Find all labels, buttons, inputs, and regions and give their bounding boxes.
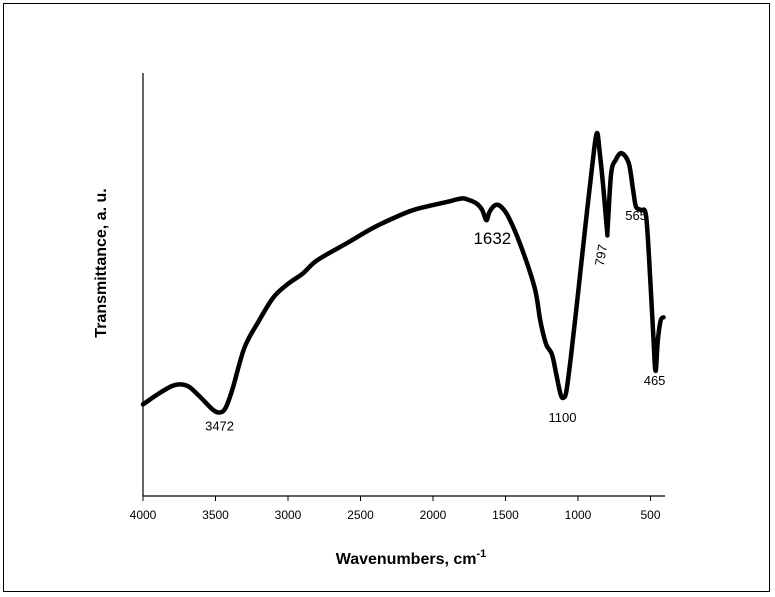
y-axis-title: Transmittance, a. u.	[93, 188, 110, 337]
peak-label-465: 465	[644, 373, 666, 388]
spectrum-line	[140, 130, 666, 415]
x-tick-label: 500	[640, 508, 660, 522]
x-axis-title-main: Wavenumbers, cm	[336, 551, 477, 568]
peak-annotations: 3472 1632 1100 797 565 465	[205, 208, 665, 433]
x-tick-label: 4000	[130, 508, 157, 522]
x-axis-title-superscript: -1	[477, 548, 487, 560]
x-tick-label: 1000	[565, 508, 592, 522]
peak-label-1632: 1632	[473, 229, 511, 248]
chart-frame	[3, 3, 770, 592]
x-tick-label: 3000	[275, 508, 302, 522]
x-tick-label: 2000	[420, 508, 447, 522]
x-tick-label: 2500	[347, 508, 374, 522]
peak-label-797: 797	[592, 243, 611, 267]
x-axis-title: Wavenumbers, cm-1	[336, 548, 487, 568]
peak-label-565: 565	[625, 208, 647, 223]
x-ticks: 4000 3500 3000 2500 2000 1500 1000 500	[130, 496, 661, 522]
peak-label-3472: 3472	[205, 418, 234, 433]
x-tick-label: 1500	[492, 508, 519, 522]
x-tick-label: 3500	[202, 508, 229, 522]
peak-label-1100: 1100	[549, 410, 577, 425]
